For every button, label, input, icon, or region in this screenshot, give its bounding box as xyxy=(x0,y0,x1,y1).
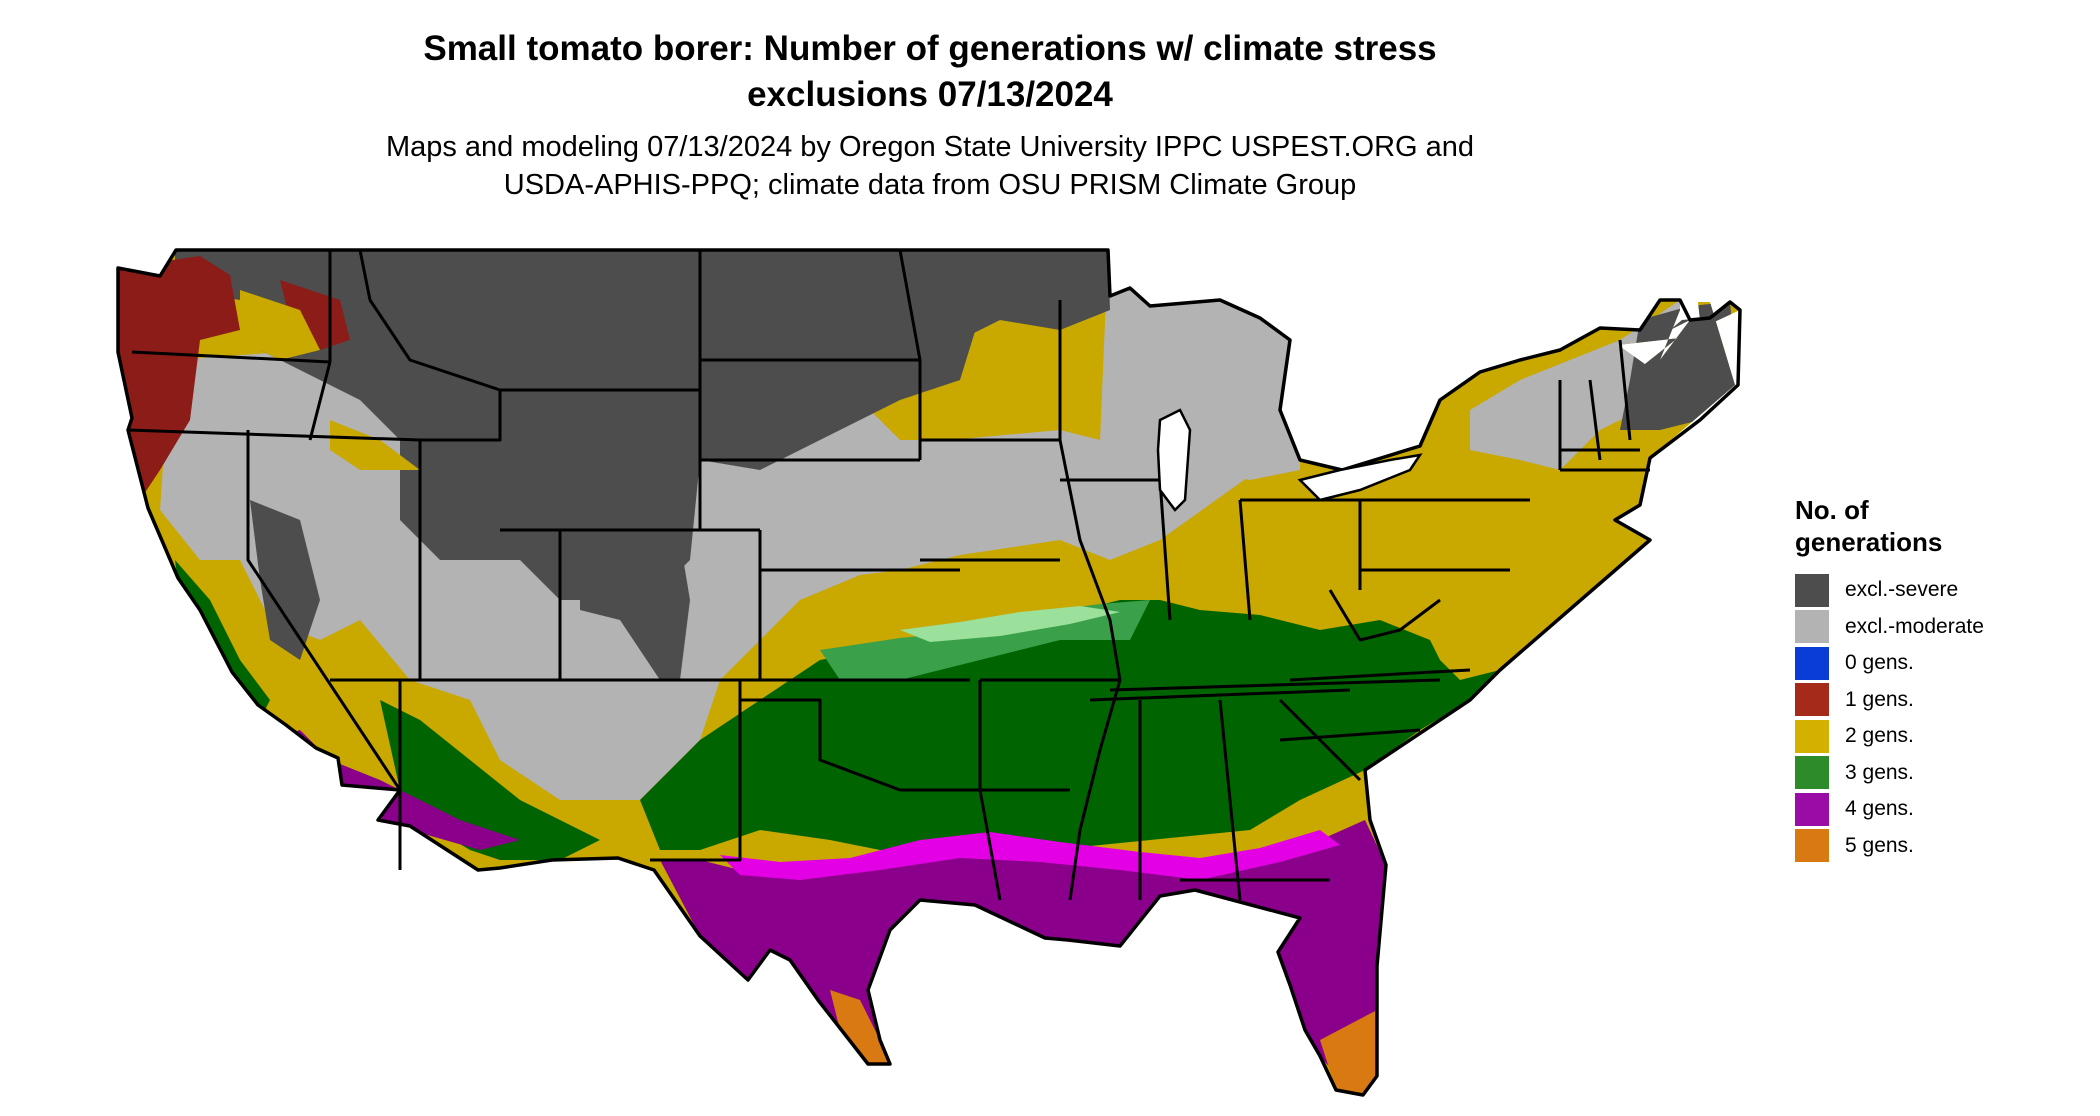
legend-swatch xyxy=(1795,829,1829,863)
legend-swatch xyxy=(1795,610,1829,644)
zone-excl-severe xyxy=(175,250,1000,600)
subtitle-line-1: Maps and modeling 07/13/2024 by Oregon S… xyxy=(385,131,1475,163)
zone-excl-severe-nv xyxy=(250,500,320,660)
zone-excl-severe-me xyxy=(1620,302,1738,430)
border-in-oh xyxy=(1238,499,1252,621)
legend-title-line-2: generations xyxy=(1795,527,1943,557)
border-vt-nh xyxy=(1588,379,1602,461)
border-nh-me xyxy=(1618,339,1632,441)
legend-label: 4 gens. xyxy=(1845,797,1914,821)
lake-michigan xyxy=(1156,408,1192,512)
legend-swatch xyxy=(1795,646,1829,680)
zone-2-gens-pnw xyxy=(240,290,320,360)
title-line-1: Small tomato borer: Number of generation… xyxy=(423,29,1437,68)
legend-title: No. of generations xyxy=(1795,494,2085,558)
zone-excl-severe-wi xyxy=(900,250,1110,340)
border-va-nc xyxy=(1289,668,1471,682)
border-ga-sc xyxy=(1278,698,1362,782)
legend-swatch xyxy=(1795,573,1829,607)
border-al-ga xyxy=(1218,699,1242,901)
legend-label: 3 gens. xyxy=(1845,760,1914,784)
us-outline xyxy=(116,248,1742,1097)
zone-excl-moderate-mi xyxy=(1200,440,1300,480)
legend-swatch xyxy=(1795,756,1829,790)
border-wa-or xyxy=(131,350,331,364)
legend-item: excl.-moderate xyxy=(1795,609,2085,646)
border-nd-mn xyxy=(898,249,922,460)
border-id-or xyxy=(308,361,332,441)
legend-swatch xyxy=(1795,719,1829,753)
legend-item: 5 gens. xyxy=(1795,828,2085,865)
legend-swatch xyxy=(1795,792,1829,826)
legend-label: 0 gens. xyxy=(1845,651,1914,675)
legend-label: 2 gens. xyxy=(1845,724,1914,748)
zone-3-gens-pale-band xyxy=(900,606,1120,642)
border-id-mt xyxy=(358,249,501,392)
generation-zones xyxy=(118,250,1740,1095)
zone-2-gens-snake xyxy=(330,420,420,470)
legend-item: excl.-severe xyxy=(1795,572,2085,609)
subtitle-line-2: USDA-APHIS-PPQ; climate data from OSU PR… xyxy=(503,169,1357,201)
border-ky-tn xyxy=(1109,678,1441,692)
border-or-ca xyxy=(127,428,421,442)
legend-label: excl.-moderate xyxy=(1845,614,1984,638)
legend-items: excl.-severe excl.-moderate 0 gens. 1 gens.… xyxy=(1795,572,2085,864)
legend-item: 0 gens. xyxy=(1795,645,2085,682)
great-lakes xyxy=(1156,408,1423,512)
state-boundaries xyxy=(116,248,1742,1097)
zone-4-gens-bright xyxy=(720,830,1340,880)
legend-swatch xyxy=(1795,683,1829,717)
border-ok-tx xyxy=(740,680,982,792)
border-nc-sc xyxy=(1279,728,1421,742)
legend: No. of generations excl.-severe excl.-mod… xyxy=(1795,494,2085,864)
zone-1-gen xyxy=(118,256,240,500)
zone-5-gens-fl xyxy=(1320,1010,1377,1095)
border-ca-nv xyxy=(246,430,402,791)
map-subtitle: Maps and modeling 07/13/2024 by Oregon S… xyxy=(0,128,1860,204)
zone-3-gens-ca xyxy=(175,560,270,720)
border-il-in xyxy=(1158,479,1172,621)
zone-1-gen-id xyxy=(280,280,350,350)
border-tn-south xyxy=(1089,688,1351,702)
border-wv xyxy=(1328,589,1441,642)
legend-title-line-1: No. of xyxy=(1795,495,1869,525)
border-mississippi xyxy=(1058,439,1122,901)
legend-item: 3 gens. xyxy=(1795,755,2085,792)
legend-item: 1 gens. xyxy=(1795,682,2085,719)
border-la-tx xyxy=(978,789,1002,901)
legend-label: 5 gens. xyxy=(1845,833,1914,857)
title-line-2: exclusions 07/13/2024 xyxy=(747,75,1113,114)
legend-label: 1 gens. xyxy=(1845,687,1914,711)
zone-5-gens-tx xyxy=(830,990,890,1064)
lake-erie xyxy=(1297,453,1423,502)
legend-item: 2 gens. xyxy=(1795,718,2085,755)
border-nm-tx xyxy=(650,680,742,862)
map-title: Small tomato borer: Number of generation… xyxy=(0,26,1860,118)
legend-item: 4 gens. xyxy=(1795,791,2085,828)
legend-label: excl.-severe xyxy=(1845,578,1959,602)
border-id-wy xyxy=(420,390,502,442)
zone-excl-severe-co xyxy=(580,540,690,680)
